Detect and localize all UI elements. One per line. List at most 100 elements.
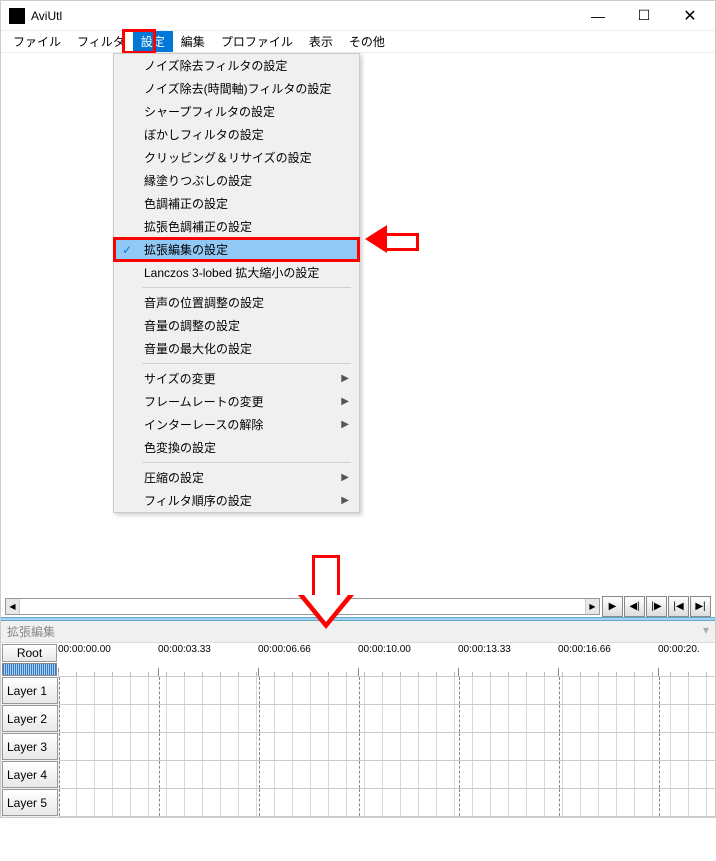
menu-item-3[interactable]: 編集 <box>173 31 213 52</box>
check-icon: ✓ <box>122 243 132 257</box>
dropdown-item[interactable]: インターレースの解除▶ <box>114 413 359 436</box>
timeline-ruler-row: Root 00:00:00.0000:00:03.3300:00:06.6600… <box>1 643 715 677</box>
submenu-arrow-icon: ▶ <box>341 373 349 384</box>
dropdown-item-label: ノイズ除去フィルタの設定 <box>144 57 287 74</box>
settings-dropdown: ノイズ除去フィルタの設定ノイズ除去(時間軸)フィルタの設定シャープフィルタの設定… <box>113 53 360 513</box>
app-icon <box>9 8 25 24</box>
dropdown-item-label: フレームレートの変更 <box>144 393 264 410</box>
dropdown-item-label: ぼかしフィルタの設定 <box>144 126 264 143</box>
playback-button-3[interactable]: |◀ <box>668 596 689 617</box>
menu-item-0[interactable]: ファイル <box>5 31 69 52</box>
ruler-label: 00:00:06.66 <box>258 644 311 655</box>
dropdown-item[interactable]: ぼかしフィルタの設定 <box>114 123 359 146</box>
minimize-button[interactable]: — <box>575 1 621 31</box>
ruler-label: 00:00:13.33 <box>458 644 511 655</box>
layer-track[interactable] <box>59 789 715 817</box>
waveform-icon <box>2 663 57 676</box>
root-button[interactable]: Root <box>2 644 57 662</box>
dropdown-item-label: シャープフィルタの設定 <box>144 103 275 120</box>
dropdown-item-label: フィルタ順序の設定 <box>144 492 252 509</box>
dropdown-item[interactable]: 音声の位置調整の設定 <box>114 291 359 314</box>
layer-row: Layer 2 <box>1 705 715 733</box>
dropdown-item-label: 縁塗りつぶしの設定 <box>144 172 252 189</box>
layer-track[interactable] <box>59 733 715 761</box>
dropdown-item[interactable]: 拡張色調補正の設定 <box>114 215 359 238</box>
dropdown-item-label: 色変換の設定 <box>144 439 216 456</box>
dropdown-item-label: 音声の位置調整の設定 <box>144 294 264 311</box>
scroll-right-icon[interactable]: ▶ <box>585 599 599 614</box>
dropdown-item-label: 圧縮の設定 <box>144 469 204 486</box>
layer-label[interactable]: Layer 2 <box>2 705 58 732</box>
dropdown-item[interactable]: サイズの変更 ▶ <box>114 367 359 390</box>
dropdown-separator <box>142 363 351 364</box>
ruler-label: 00:00:00.00 <box>58 644 111 655</box>
submenu-arrow-icon: ▶ <box>341 495 349 506</box>
submenu-arrow-icon: ▶ <box>341 396 349 407</box>
layer-row: Layer 1 <box>1 677 715 705</box>
dropdown-item[interactable]: ✓ 拡張編集の設定 <box>114 238 359 261</box>
menu-item-1[interactable]: フィルタ <box>69 31 133 52</box>
dropdown-separator <box>142 287 351 288</box>
dropdown-item[interactable]: シャープフィルタの設定 <box>114 100 359 123</box>
menubar: ファイルフィルタ設定編集プロファイル表示その他 <box>1 31 715 53</box>
menu-item-6[interactable]: その他 <box>341 31 393 52</box>
menu-item-5[interactable]: 表示 <box>301 31 341 52</box>
timeline-expand-icon[interactable]: ▾ <box>703 623 709 640</box>
menu-item-4[interactable]: プロファイル <box>213 31 301 52</box>
dropdown-item[interactable]: ノイズ除去フィルタの設定 <box>114 54 359 77</box>
titlebar: AviUtl — ☐ ✕ <box>1 1 715 31</box>
dropdown-separator <box>142 462 351 463</box>
scroll-left-icon[interactable]: ◀ <box>6 599 20 614</box>
dropdown-item[interactable]: 音量の最大化の設定 <box>114 337 359 360</box>
ruler-label: 00:00:16.66 <box>558 644 611 655</box>
dropdown-item[interactable]: 色変換の設定 <box>114 436 359 459</box>
playback-button-0[interactable]: ▶ <box>602 596 623 617</box>
dropdown-item-label: 色調補正の設定 <box>144 195 228 212</box>
layer-row: Layer 4 <box>1 761 715 789</box>
playback-buttons: ▶◀||▶|◀▶| <box>602 596 711 617</box>
layer-track[interactable] <box>59 761 715 789</box>
timeline-title: 拡張編集 <box>7 623 703 640</box>
playback-button-4[interactable]: ▶| <box>690 596 711 617</box>
transport-row: ◀ ▶ ▶◀||▶|◀▶| <box>1 595 715 617</box>
menu-item-2[interactable]: 設定 <box>133 31 173 52</box>
layer-label[interactable]: Layer 4 <box>2 761 58 788</box>
dropdown-item[interactable]: 圧縮の設定 ▶ <box>114 466 359 489</box>
ruler-label: 00:00:10.00 <box>358 644 411 655</box>
dropdown-item[interactable]: 縁塗りつぶしの設定 <box>114 169 359 192</box>
playback-button-1[interactable]: ◀| <box>624 596 645 617</box>
layer-label[interactable]: Layer 3 <box>2 733 58 760</box>
arrow-annotation-down <box>298 555 354 631</box>
dropdown-item-label: 音量の最大化の設定 <box>144 340 252 357</box>
dropdown-item-label: クリッピング＆リサイズの設定 <box>144 149 312 166</box>
dropdown-item-label: インターレースの解除 <box>144 416 263 433</box>
layer-track[interactable] <box>59 677 715 705</box>
dropdown-item-label: 拡張色調補正の設定 <box>144 218 252 235</box>
time-ruler[interactable]: 00:00:00.00 00:00:03.33 00:00:06.66 00:00:1… <box>58 643 715 677</box>
close-button[interactable]: ✕ <box>667 1 713 31</box>
dropdown-item-label: 音量の調整の設定 <box>144 317 240 334</box>
dropdown-item[interactable]: 音量の調整の設定 <box>114 314 359 337</box>
ruler-label: 00:00:03.33 <box>158 644 211 655</box>
dropdown-item[interactable]: フレームレートの変更 ▶ <box>114 390 359 413</box>
submenu-arrow-icon: ▶ <box>341 472 349 483</box>
ruler-label: 00:00:20. <box>658 644 700 655</box>
dropdown-item-label: サイズの変更 <box>144 370 216 387</box>
dropdown-item[interactable]: Lanczos 3-lobed 拡大縮小の設定 <box>114 261 359 284</box>
playback-button-2[interactable]: |▶ <box>646 596 667 617</box>
dropdown-item[interactable]: クリッピング＆リサイズの設定 <box>114 146 359 169</box>
layer-label[interactable]: Layer 5 <box>2 789 58 816</box>
dropdown-item-label: Lanczos 3-lobed 拡大縮小の設定 <box>144 264 319 281</box>
layer-track[interactable] <box>59 705 715 733</box>
layer-row: Layer 5 <box>1 789 715 817</box>
dropdown-item[interactable]: 色調補正の設定 <box>114 192 359 215</box>
arrow-annotation-left <box>365 225 415 253</box>
dropdown-item-label: 拡張編集の設定 <box>144 241 228 258</box>
maximize-button[interactable]: ☐ <box>621 1 667 31</box>
layer-label[interactable]: Layer 1 <box>2 677 58 704</box>
dropdown-item[interactable]: ノイズ除去(時間軸)フィルタの設定 <box>114 77 359 100</box>
dropdown-item[interactable]: フィルタ順序の設定 ▶ <box>114 489 359 512</box>
timeline-title-bar: 拡張編集 ▾ <box>1 621 715 643</box>
layer-row: Layer 3 <box>1 733 715 761</box>
window-title: AviUtl <box>31 9 575 23</box>
